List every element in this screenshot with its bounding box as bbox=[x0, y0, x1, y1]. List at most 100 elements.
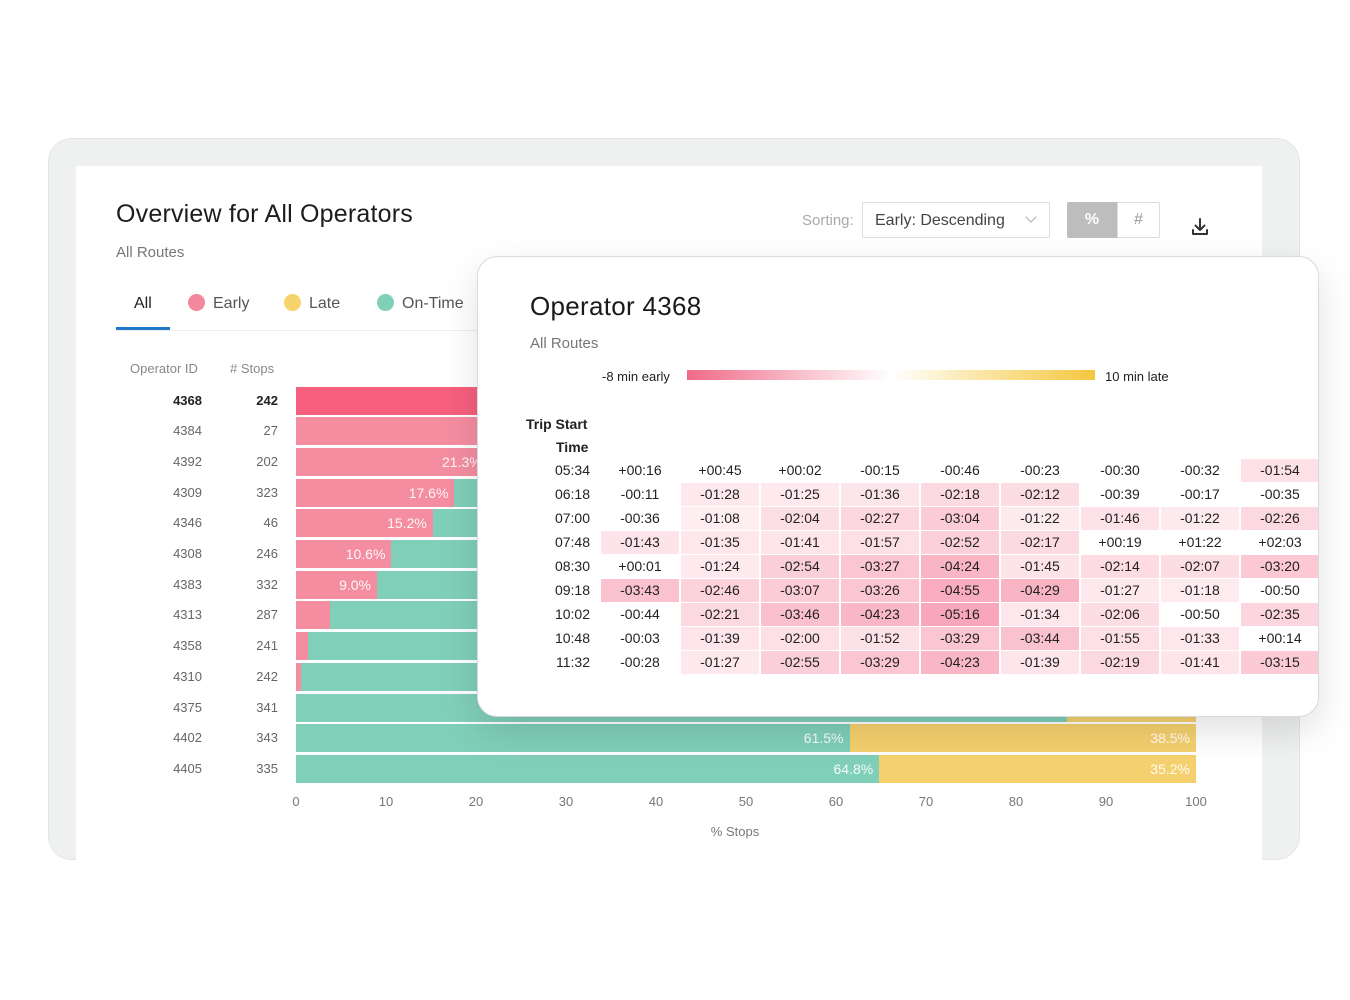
heatmap-cell[interactable]: -02:04 bbox=[761, 507, 839, 530]
heatmap-cell[interactable]: -00:39 bbox=[1100, 486, 1140, 502]
heatmap-cell[interactable]: -00:32 bbox=[1180, 462, 1220, 478]
heatmap-cell[interactable]: +00:16 bbox=[618, 462, 662, 478]
bar-early-segment[interactable] bbox=[296, 662, 301, 691]
heatmap-cell[interactable]: -04:23 bbox=[841, 603, 919, 626]
heatmap-cell[interactable]: +00:14 bbox=[1258, 630, 1302, 646]
sorting-select[interactable]: Early: Descending bbox=[862, 202, 1050, 238]
heatmap-cell[interactable]: -01:25 bbox=[761, 483, 839, 506]
heatmap-cell[interactable]: -02:55 bbox=[761, 651, 839, 674]
heatmap-cell[interactable]: -02:35 bbox=[1241, 603, 1318, 626]
heatmap-cell[interactable]: +02:03 bbox=[1258, 534, 1302, 550]
heatmap-cell[interactable]: -04:24 bbox=[921, 555, 999, 578]
heatmap-cell[interactable]: -04:29 bbox=[1001, 579, 1079, 602]
heatmap-cell[interactable]: -01:52 bbox=[841, 627, 919, 650]
heatmap-cell[interactable]: -01:45 bbox=[1001, 555, 1079, 578]
heatmap-cell[interactable]: -01:34 bbox=[1001, 603, 1079, 626]
heatmap-cell[interactable]: -00:44 bbox=[620, 606, 660, 622]
heatmap-cell[interactable]: -01:55 bbox=[1081, 627, 1159, 650]
heatmap-cell[interactable]: -03:07 bbox=[761, 579, 839, 602]
bar-early-segment[interactable] bbox=[296, 632, 308, 661]
heatmap-cell[interactable]: -02:46 bbox=[681, 579, 759, 602]
bar-early-segment[interactable] bbox=[296, 601, 331, 630]
heatmap-cell[interactable]: -03:27 bbox=[841, 555, 919, 578]
heatmap-cell[interactable]: -01:28 bbox=[681, 483, 759, 506]
heatmap-cell[interactable]: -03:29 bbox=[921, 627, 999, 650]
heatmap-cell[interactable]: -01:39 bbox=[1001, 651, 1079, 674]
heatmap-cell[interactable]: -01:54 bbox=[1241, 459, 1318, 482]
heatmap-cell[interactable]: -00:28 bbox=[620, 654, 660, 670]
heatmap-cell[interactable]: -01:08 bbox=[681, 507, 759, 530]
heatmap-cell[interactable]: -02:14 bbox=[1081, 555, 1159, 578]
tab-early[interactable]: Early bbox=[188, 294, 249, 314]
heatmap-cell[interactable]: -00:23 bbox=[1020, 462, 1060, 478]
heatmap-cell[interactable]: -01:27 bbox=[681, 651, 759, 674]
heatmap-cell[interactable]: -00:15 bbox=[860, 462, 900, 478]
bar-early-segment[interactable] bbox=[296, 540, 392, 568]
heatmap-cell[interactable]: -00:17 bbox=[1180, 486, 1220, 502]
heatmap-cell[interactable]: -01:22 bbox=[1001, 507, 1079, 530]
heatmap-cell[interactable]: +00:02 bbox=[778, 462, 822, 478]
heatmap-cell[interactable]: -03:46 bbox=[761, 603, 839, 626]
heatmap-cell[interactable]: -04:23 bbox=[921, 651, 999, 674]
heatmap-cell[interactable]: +00:19 bbox=[1098, 534, 1142, 550]
heatmap-cell[interactable]: -03:15 bbox=[1241, 651, 1318, 674]
heatmap-cell[interactable]: +00:01 bbox=[618, 558, 662, 574]
heatmap-cell[interactable]: -01:57 bbox=[841, 531, 919, 554]
heatmap-cell[interactable]: -00:46 bbox=[940, 462, 980, 478]
download-button[interactable] bbox=[1188, 215, 1212, 239]
heatmap-cell[interactable]: -00:03 bbox=[620, 630, 660, 646]
percent-toggle-button[interactable]: % bbox=[1067, 202, 1117, 238]
heatmap-cell[interactable]: -01:35 bbox=[681, 531, 759, 554]
heatmap-cell[interactable]: +01:22 bbox=[1178, 534, 1222, 550]
heatmap-cell[interactable]: -01:24 bbox=[681, 555, 759, 578]
heatmap-cell[interactable]: -02:26 bbox=[1241, 507, 1318, 530]
heatmap-cell[interactable]: -00:30 bbox=[1100, 462, 1140, 478]
heatmap-cell[interactable]: -01:46 bbox=[1081, 507, 1159, 530]
bar-late-segment[interactable] bbox=[879, 754, 1196, 783]
bar-on-time-segment[interactable] bbox=[296, 724, 850, 753]
heatmap-cell[interactable]: -04:55 bbox=[921, 579, 999, 602]
heatmap-cell[interactable]: -01:33 bbox=[1161, 627, 1239, 650]
heatmap-cell[interactable]: -00:35 bbox=[1260, 486, 1300, 502]
heatmap-cell[interactable]: -03:44 bbox=[1001, 627, 1079, 650]
tab-late[interactable]: Late bbox=[284, 294, 340, 314]
heatmap-cell[interactable]: -02:21 bbox=[681, 603, 759, 626]
heatmap-cell[interactable]: -01:39 bbox=[681, 627, 759, 650]
heatmap-cell[interactable]: -02:06 bbox=[1081, 603, 1159, 626]
bar-on-time-segment[interactable] bbox=[296, 754, 880, 783]
bar-late-segment[interactable] bbox=[849, 724, 1196, 753]
heatmap-cell[interactable]: -00:50 bbox=[1180, 606, 1220, 622]
bar-early-segment[interactable] bbox=[296, 509, 433, 538]
heatmap-cell[interactable]: -02:17 bbox=[1001, 531, 1079, 554]
heatmap-cell[interactable]: -03:26 bbox=[841, 579, 919, 602]
heatmap-cell[interactable]: -00:36 bbox=[620, 510, 660, 526]
count-toggle-button[interactable]: # bbox=[1117, 202, 1160, 238]
heatmap-cell[interactable]: -01:41 bbox=[761, 531, 839, 554]
tab-on-time[interactable]: On-Time bbox=[377, 294, 464, 314]
heatmap-cell[interactable]: -01:27 bbox=[1081, 579, 1159, 602]
heatmap-cell[interactable]: -01:22 bbox=[1161, 507, 1239, 530]
bar-early-segment[interactable] bbox=[296, 447, 488, 476]
heatmap-cell[interactable]: -02:18 bbox=[921, 483, 999, 506]
heatmap-cell[interactable]: -00:50 bbox=[1260, 582, 1300, 598]
heatmap-cell[interactable]: -02:27 bbox=[841, 507, 919, 530]
heatmap-cell[interactable]: -05:16 bbox=[921, 603, 999, 626]
heatmap-cell[interactable]: -03:29 bbox=[841, 651, 919, 674]
heatmap-cell[interactable]: -02:54 bbox=[761, 555, 839, 578]
heatmap-cell[interactable]: -00:11 bbox=[620, 486, 660, 502]
heatmap-cell[interactable]: -03:20 bbox=[1241, 555, 1318, 578]
heatmap-cell[interactable]: -02:19 bbox=[1081, 651, 1159, 674]
tab-all[interactable]: All bbox=[134, 294, 152, 314]
heatmap-cell[interactable]: -02:52 bbox=[921, 531, 999, 554]
heatmap-cell[interactable]: -02:12 bbox=[1001, 483, 1079, 506]
heatmap-cell[interactable]: +00:45 bbox=[698, 462, 742, 478]
heatmap-cell[interactable]: -01:36 bbox=[841, 483, 919, 506]
heatmap-cell[interactable]: -02:00 bbox=[761, 627, 839, 650]
bar-early-segment[interactable] bbox=[296, 478, 455, 507]
heatmap-cell[interactable]: -03:43 bbox=[601, 579, 679, 602]
heatmap-cell[interactable]: -01:41 bbox=[1161, 651, 1239, 674]
heatmap-cell[interactable]: -01:43 bbox=[601, 531, 679, 554]
heatmap-cell[interactable]: -02:07 bbox=[1161, 555, 1239, 578]
heatmap-cell[interactable]: -03:04 bbox=[921, 507, 999, 530]
heatmap-cell[interactable]: -01:18 bbox=[1161, 579, 1239, 602]
